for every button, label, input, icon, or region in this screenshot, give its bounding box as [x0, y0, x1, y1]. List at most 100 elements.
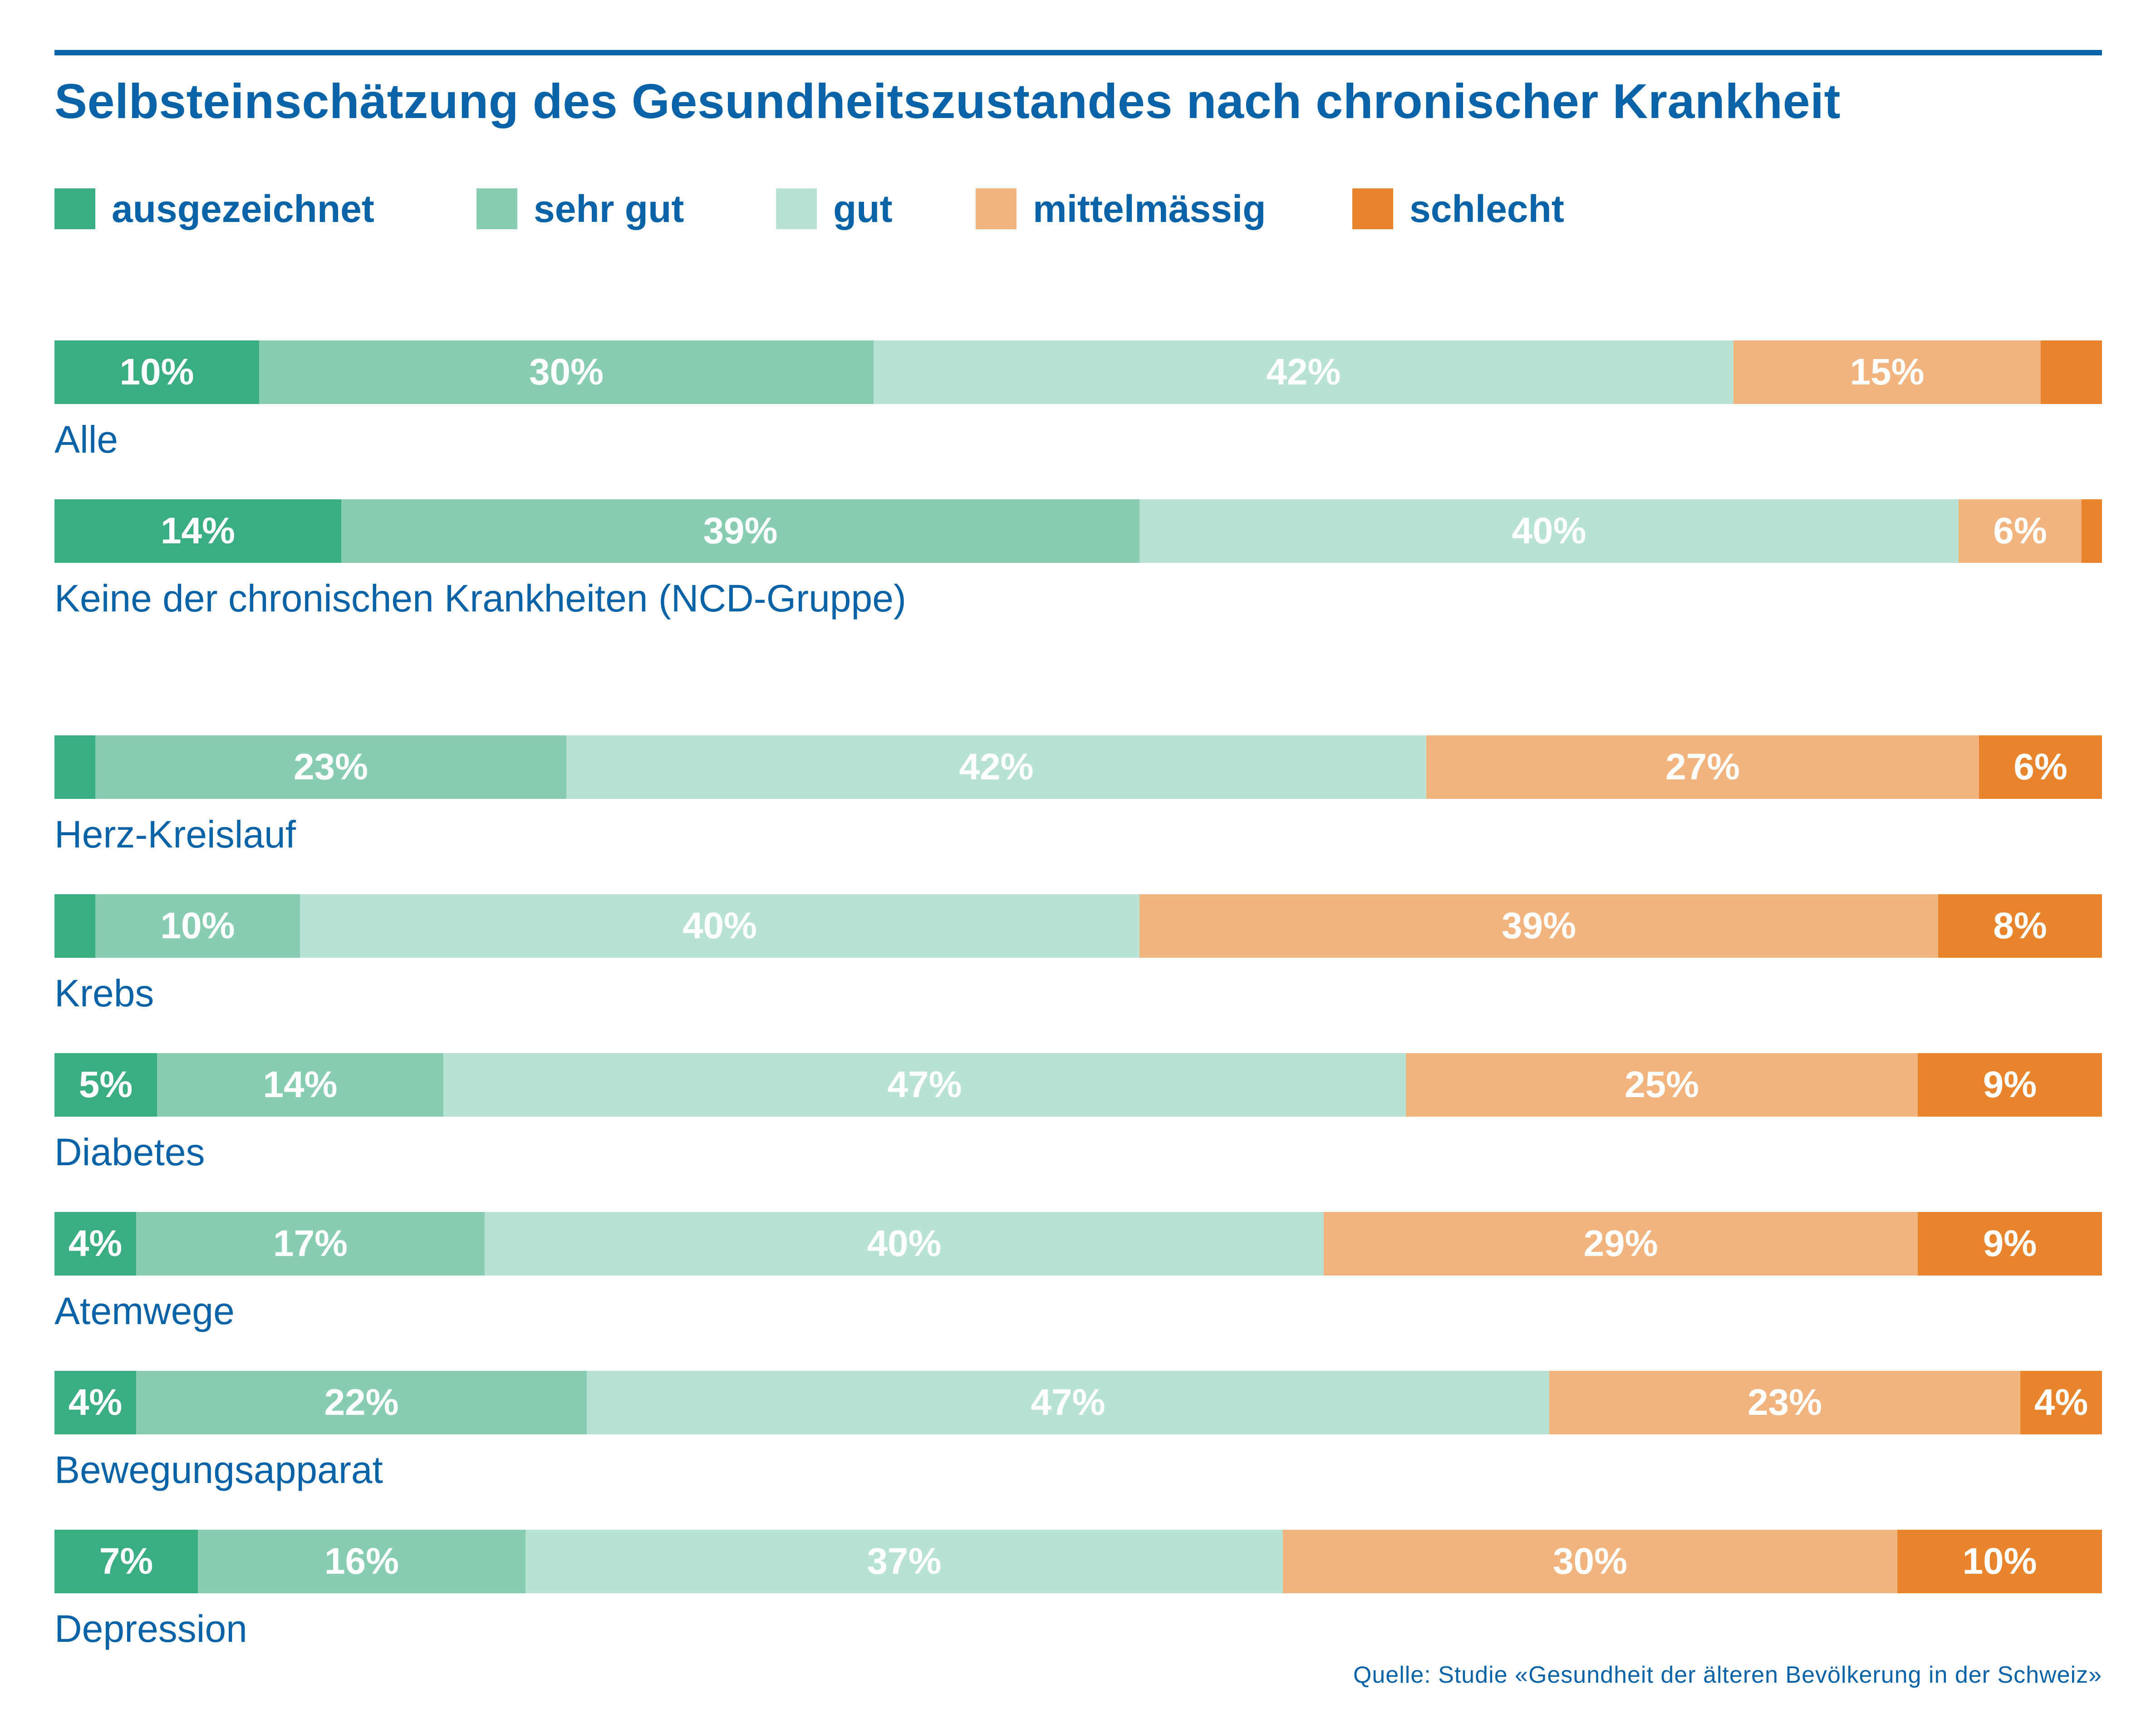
- bar-segment: 23%: [95, 735, 566, 799]
- data-label: 40%: [867, 1223, 942, 1264]
- category-label: Krebs: [54, 972, 154, 1015]
- bar-row: 4% 22% 47% 23% 4%: [54, 1371, 2102, 1434]
- data-label: 4%: [2034, 1382, 2088, 1423]
- data-label: 39%: [703, 510, 778, 552]
- bar-segment: 30%: [259, 340, 874, 404]
- category-label: Depression: [54, 1607, 247, 1650]
- data-label: 5%: [79, 1064, 133, 1105]
- legend-label: sehr gut: [534, 187, 684, 230]
- bar-segment: 39%: [341, 499, 1139, 563]
- bar-segment: 47%: [443, 1053, 1406, 1117]
- legend-item: sehr gut: [476, 186, 684, 232]
- bar-segment: 8%: [1938, 894, 2102, 958]
- data-label: 42%: [1266, 351, 1341, 393]
- bar-segment: 15%: [1734, 340, 2041, 404]
- data-label: 37%: [867, 1541, 942, 1582]
- data-label: 8%: [1993, 905, 2047, 946]
- data-label: 30%: [529, 351, 604, 393]
- bar-segment: [2041, 340, 2102, 404]
- data-label: 10%: [1962, 1541, 2037, 1582]
- bar-segment: 4%: [2020, 1371, 2102, 1434]
- bar-segment: [54, 894, 95, 958]
- legend-label: mittelmässig: [1033, 187, 1266, 230]
- data-label: 4%: [68, 1223, 123, 1264]
- bar-segment: 42%: [874, 340, 1734, 404]
- data-label: 29%: [1583, 1223, 1658, 1264]
- data-label: 9%: [1983, 1064, 2037, 1105]
- bar-segment: 5%: [54, 1053, 157, 1117]
- data-label: 4%: [68, 1382, 123, 1423]
- data-label: 22%: [324, 1382, 399, 1423]
- bar-segment: 42%: [566, 735, 1426, 799]
- bar-row: 23% 42% 27% 6%: [54, 735, 2102, 799]
- bar-row: 14% 39% 40% 6%: [54, 499, 2102, 563]
- legend-label: gut: [833, 187, 893, 230]
- data-label: 40%: [1512, 510, 1586, 552]
- bar-segment: 4%: [54, 1371, 136, 1434]
- bar-segment: 39%: [1139, 894, 1938, 958]
- data-label: 16%: [324, 1541, 399, 1582]
- data-label: 6%: [1993, 510, 2047, 552]
- category-label: Alle: [54, 418, 118, 461]
- data-label: 14%: [160, 510, 236, 552]
- data-label: 30%: [1552, 1541, 1628, 1582]
- legend-swatch: [976, 188, 1017, 229]
- legend-item: mittelmässig: [976, 186, 1266, 232]
- chart-title: Selbsteinschätzung des Gesundheitszustan…: [54, 74, 1841, 128]
- category-label: Atemwege: [54, 1290, 235, 1332]
- bar-segment: 16%: [198, 1530, 525, 1593]
- legend-swatch: [54, 188, 95, 229]
- bar-segment: 17%: [136, 1212, 485, 1276]
- bar-segment: 22%: [136, 1371, 587, 1434]
- legend-swatch: [776, 188, 817, 229]
- category-label: Diabetes: [54, 1131, 205, 1173]
- bar-segment: 37%: [525, 1530, 1283, 1593]
- bar-row: 10% 30% 42% 15%: [54, 340, 2102, 404]
- legend-swatch: [1352, 188, 1393, 229]
- data-label: 10%: [119, 351, 194, 393]
- data-label: 47%: [887, 1064, 962, 1105]
- data-label: 9%: [1983, 1223, 2037, 1264]
- category-label: Bewegungsapparat: [54, 1448, 383, 1491]
- data-label: 27%: [1665, 746, 1740, 788]
- category-label: Herz-Kreislauf: [54, 813, 296, 856]
- legend-swatch: [476, 188, 517, 229]
- data-label: 14%: [263, 1064, 338, 1105]
- data-label: 17%: [273, 1223, 348, 1264]
- bar-segment: 14%: [54, 499, 341, 563]
- bar-segment: [54, 735, 95, 799]
- data-label: 47%: [1031, 1382, 1105, 1423]
- source-note: Quelle: Studie «Gesundheit der älteren B…: [1353, 1662, 2102, 1688]
- bar-segment: 9%: [1918, 1053, 2102, 1117]
- bar-row: 7% 16% 37% 30% 10%: [54, 1530, 2102, 1593]
- data-label: 42%: [959, 746, 1034, 788]
- bar-row: 10% 40% 39% 8%: [54, 894, 2102, 958]
- bar-segment: 23%: [1549, 1371, 2020, 1434]
- bar-segment: 10%: [95, 894, 300, 958]
- bar-segment: 40%: [485, 1212, 1324, 1276]
- bar-row: 4% 17% 40% 29% 9%: [54, 1212, 2102, 1276]
- bar-segment: 7%: [54, 1530, 198, 1593]
- legend-item: schlecht: [1352, 186, 1564, 232]
- bar-segment: [2082, 499, 2102, 563]
- legend-item: gut: [776, 186, 893, 232]
- bar-segment: 27%: [1426, 735, 1979, 799]
- data-label: 39%: [1501, 905, 1576, 946]
- bar-segment: 6%: [1959, 499, 2082, 563]
- data-label: 15%: [1850, 351, 1925, 393]
- bar-segment: 47%: [587, 1371, 1549, 1434]
- title-rule: [54, 50, 2102, 55]
- data-label: 40%: [682, 905, 757, 946]
- data-label: 7%: [99, 1541, 153, 1582]
- bar-row: 5% 14% 47% 25% 9%: [54, 1053, 2102, 1117]
- data-label: 10%: [160, 905, 235, 946]
- bar-segment: 25%: [1406, 1053, 1918, 1117]
- bar-segment: 40%: [1139, 499, 1959, 563]
- data-label: 25%: [1624, 1064, 1699, 1105]
- bar-segment: 9%: [1918, 1212, 2102, 1276]
- legend-label: ausgezeichnet: [112, 187, 374, 230]
- legend-item: ausgezeichnet: [54, 186, 374, 232]
- bar-segment: 10%: [1897, 1530, 2102, 1593]
- bar-segment: 40%: [300, 894, 1139, 958]
- data-label: 23%: [293, 746, 368, 788]
